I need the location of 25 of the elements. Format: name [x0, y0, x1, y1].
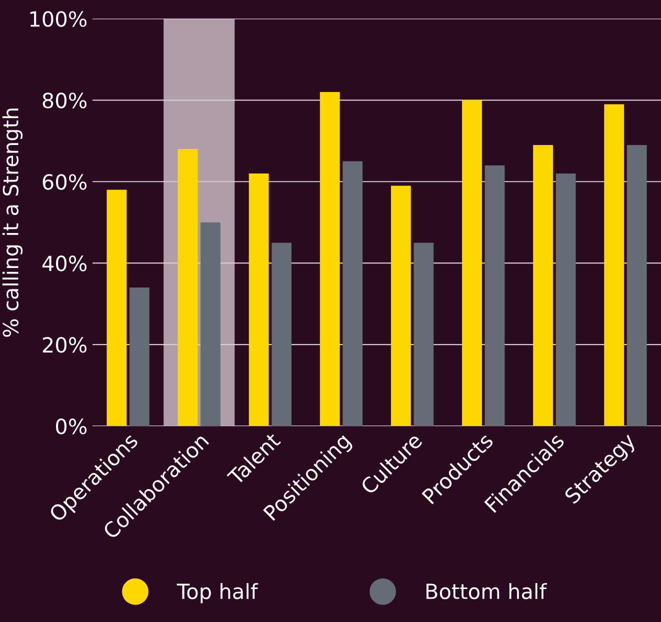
bar: [390, 186, 411, 426]
bar: [320, 92, 340, 426]
bar: [200, 222, 220, 426]
bar: [342, 161, 363, 426]
legend-label: Bottom half: [426, 583, 547, 600]
bar: [484, 165, 505, 426]
y-tick-label: 60%: [42, 174, 87, 190]
bar: [248, 173, 269, 426]
bar: [272, 242, 292, 426]
bar: [414, 242, 434, 426]
y-tick-label: 80%: [42, 92, 87, 108]
bar: [129, 288, 150, 426]
y-axis-title: % calling it a Strength: [2, 108, 23, 337]
bar: [462, 100, 482, 426]
y-tick-label: 100%: [30, 11, 87, 27]
bar: [178, 149, 198, 426]
bar: [106, 190, 127, 426]
legend-label: Top half: [176, 583, 258, 604]
bar: [556, 173, 576, 426]
bar: [626, 144, 647, 426]
y-tick-label: 40%: [42, 256, 87, 272]
bar: [533, 144, 553, 426]
bar: [604, 104, 624, 426]
y-tick-label: 20%: [42, 337, 87, 353]
y-tick-label: 0%: [56, 418, 87, 434]
